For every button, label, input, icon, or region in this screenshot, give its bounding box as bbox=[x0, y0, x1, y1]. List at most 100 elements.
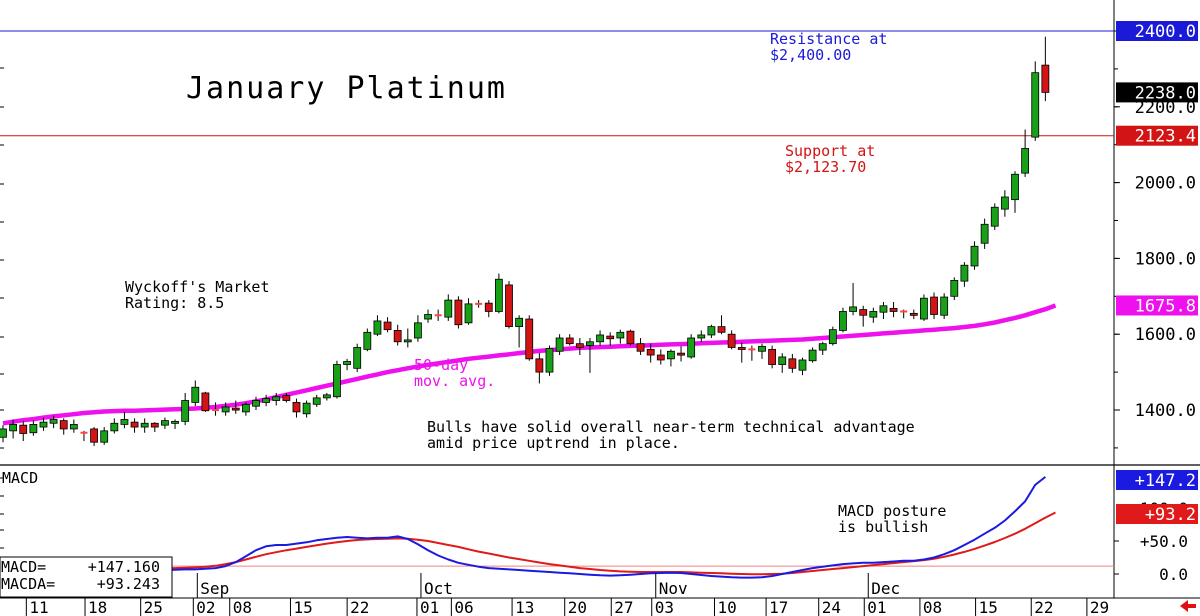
candle-body bbox=[465, 304, 472, 323]
resistance-tag: 2400.0 bbox=[1116, 21, 1198, 42]
day-label: 29 bbox=[1090, 598, 1109, 616]
candle-body bbox=[576, 344, 583, 348]
month-label: Sep bbox=[200, 579, 229, 598]
candle-body bbox=[627, 331, 634, 344]
candle-body bbox=[1012, 174, 1019, 199]
candle-body bbox=[10, 424, 17, 430]
candle-body bbox=[131, 422, 138, 427]
candle-body bbox=[951, 280, 958, 296]
candle-body bbox=[829, 330, 836, 344]
macda-tag-label: +93.2 bbox=[1145, 505, 1196, 525]
candle-body bbox=[182, 401, 189, 422]
candle-body bbox=[374, 321, 381, 334]
macd-tag-label: +147.2 bbox=[1135, 471, 1196, 491]
candle-body bbox=[1032, 73, 1039, 137]
candle-body bbox=[647, 349, 654, 355]
candle-body bbox=[242, 404, 249, 412]
candle-body bbox=[667, 351, 674, 359]
candle-body bbox=[546, 349, 553, 372]
candle-body bbox=[597, 335, 604, 342]
candle-body bbox=[192, 387, 199, 402]
candle-body bbox=[30, 424, 37, 432]
chart-title: January Platinum bbox=[186, 71, 507, 106]
ma-tag-label: 1675.8 bbox=[1135, 296, 1196, 316]
candle-body bbox=[1001, 197, 1008, 209]
candle-body bbox=[536, 359, 543, 372]
comment-line2: amid price uptrend in place. bbox=[427, 434, 680, 452]
candle-body bbox=[414, 323, 421, 338]
candle-body bbox=[263, 399, 270, 403]
candle-body bbox=[303, 403, 310, 414]
candle-body bbox=[698, 335, 705, 338]
day-label: 22 bbox=[1034, 598, 1053, 616]
y-tick-label: 1400.0 bbox=[1135, 401, 1196, 421]
candle-body bbox=[70, 424, 77, 429]
day-label: 25 bbox=[144, 598, 163, 616]
candle-body bbox=[283, 396, 290, 401]
candle-body bbox=[850, 307, 857, 312]
candle-body bbox=[748, 348, 755, 350]
candle-body bbox=[607, 336, 614, 339]
candle-body bbox=[708, 327, 715, 335]
readout-label: MACDA= bbox=[1, 575, 55, 593]
candle-body bbox=[495, 279, 502, 311]
day-label: 01 bbox=[420, 598, 439, 616]
candle-body bbox=[475, 303, 482, 305]
candle-body bbox=[333, 365, 340, 397]
candle-body bbox=[40, 422, 47, 427]
candle-body bbox=[80, 432, 87, 434]
candle-body bbox=[718, 327, 725, 333]
day-label: 01 bbox=[867, 598, 886, 616]
support-tag-label: 2123.4 bbox=[1135, 127, 1196, 147]
candle-body bbox=[819, 344, 826, 350]
candle-body bbox=[141, 423, 148, 427]
candle-body bbox=[657, 355, 664, 360]
candle-body bbox=[293, 402, 300, 411]
y-tick-label: 1800.0 bbox=[1135, 249, 1196, 269]
candle-body bbox=[404, 340, 411, 342]
candle-body bbox=[516, 318, 523, 326]
candle-body bbox=[688, 338, 695, 357]
last-price-tag: 2238.0 bbox=[1116, 82, 1198, 103]
y-tick-label: 1600.0 bbox=[1135, 325, 1196, 345]
rating-annotation-line2: Rating: 8.5 bbox=[125, 294, 224, 312]
candle-body bbox=[273, 397, 280, 401]
candle-body bbox=[860, 310, 867, 316]
day-label: 06 bbox=[454, 598, 473, 616]
support-annotation-line2: $2,123.70 bbox=[785, 158, 866, 176]
month-label: Oct bbox=[424, 579, 453, 598]
candle-body bbox=[759, 346, 766, 351]
readout-label: MACD= bbox=[1, 558, 46, 576]
candle-body bbox=[678, 353, 685, 355]
candle-body bbox=[60, 421, 67, 429]
candle-body bbox=[222, 407, 229, 412]
candle-body bbox=[313, 398, 320, 404]
readout-value: +93.243 bbox=[97, 575, 160, 593]
candle-body bbox=[961, 265, 968, 281]
candle-body bbox=[738, 347, 745, 349]
candle-body bbox=[809, 350, 816, 361]
candle-body bbox=[789, 359, 796, 368]
candle-body bbox=[1022, 148, 1029, 173]
candle-body bbox=[202, 393, 209, 411]
candle-body bbox=[445, 300, 452, 317]
candle-body bbox=[890, 308, 897, 311]
candle-body bbox=[0, 429, 7, 437]
day-label: 08 bbox=[923, 598, 942, 616]
macda-tag: +93.2 bbox=[1116, 504, 1198, 525]
day-label: 08 bbox=[233, 598, 252, 616]
candle-body bbox=[799, 360, 806, 370]
candle-body bbox=[91, 429, 98, 442]
candle-body bbox=[941, 297, 948, 315]
candle-body bbox=[991, 207, 998, 226]
candle-body bbox=[101, 431, 108, 442]
candle-body bbox=[900, 310, 907, 312]
candle-body bbox=[344, 361, 351, 364]
candle-body bbox=[556, 338, 563, 351]
resistance-tag-label: 2400.0 bbox=[1135, 22, 1196, 42]
candle-body bbox=[769, 349, 776, 364]
candle-body bbox=[779, 357, 786, 365]
macd-y-tick-label: 0.0 bbox=[1159, 565, 1188, 584]
candle-body bbox=[637, 344, 644, 352]
candle-body bbox=[364, 332, 371, 349]
